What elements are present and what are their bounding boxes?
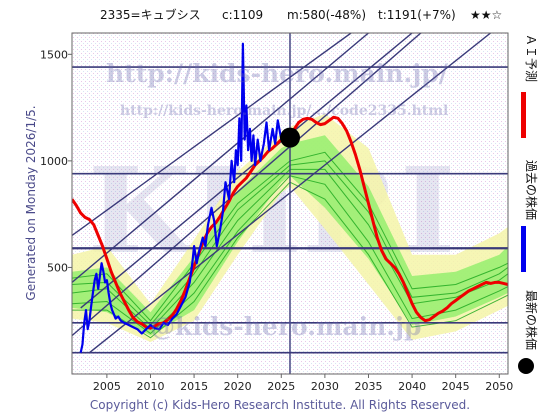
x-tick-label: 2015: [180, 380, 208, 393]
median-price-label: m:580(-48%): [287, 8, 366, 22]
rating-stars: ★★☆: [470, 8, 502, 22]
x-tick-label: 2020: [224, 380, 252, 393]
x-tick-label: 2025: [267, 380, 295, 393]
scenario-line-1: [72, 151, 508, 322]
legend: ＡＩ予測 過去の株価 最新の株価: [518, 34, 539, 374]
legend-past-price-label: 過去の株価: [524, 160, 539, 220]
trend-line: [72, 33, 352, 237]
y-tick-label: 1500: [40, 48, 68, 61]
x-tick-label: 2050: [485, 380, 513, 393]
generated-date-label: Generated on Monday 2026/1/5.: [24, 105, 38, 300]
scenario-line-3: [72, 175, 508, 335]
legend-past-price-swatch: [521, 226, 526, 272]
trend-line: [72, 33, 369, 283]
legend-ai-forecast-swatch: [521, 92, 526, 138]
legend-ai-forecast-label: ＡＩ予測: [524, 34, 538, 82]
trend-line: [72, 33, 422, 337]
trend-line: [80, 33, 413, 309]
x-tick-label: 2040: [398, 380, 426, 393]
target-price-label: t:1191(+7%): [378, 8, 456, 22]
plot-area: [72, 33, 508, 374]
x-tick-label: 2005: [93, 380, 121, 393]
x-tick-label: 2010: [136, 380, 164, 393]
latest-price-marker: [280, 127, 300, 148]
y-tick-label: 500: [47, 261, 68, 274]
x-tick-label: 2045: [442, 380, 470, 393]
forecast-band-inner: [72, 135, 508, 336]
legend-latest-price-marker: [518, 358, 534, 374]
past-price-line: [79, 42, 291, 353]
plot-frame: [71, 32, 509, 375]
watermark-url-page: http://kids-hero.main.jp/.../code2335.ht…: [120, 103, 448, 119]
legend-latest-price-label: 最新の株価: [524, 290, 539, 350]
x-tick-label: 2035: [354, 380, 382, 393]
axes: 2005 2010 2015 2020 2025 2030 2035 2040 2045 2050…: [40, 48, 513, 393]
watermark-url-bottom: @kids-hero.main.jp: [150, 312, 422, 341]
copyright-notice: Copyright (c) Kids-Hero Research Institu…: [90, 398, 470, 412]
watermark-url: http://kids-hero.main.jp/: [106, 59, 449, 88]
current-price-label: c:1109: [222, 8, 263, 22]
stock-name-code: 2335=キュブシス: [100, 7, 201, 22]
x-tick-label: 2030: [311, 380, 339, 393]
y-tick-label: 1000: [40, 155, 68, 168]
scenario-line-5: [72, 160, 508, 326]
